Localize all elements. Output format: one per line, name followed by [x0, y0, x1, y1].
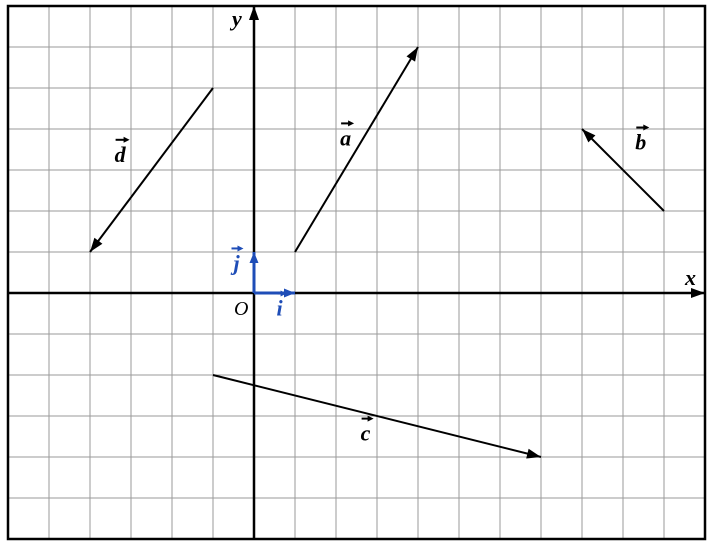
y-axis-label: y — [229, 6, 242, 31]
unit-label-j: j — [231, 245, 244, 275]
svg-text:d: d — [115, 142, 127, 167]
vector-a — [295, 47, 418, 252]
origin-label: O — [234, 298, 248, 320]
svg-text:c: c — [361, 421, 371, 446]
svg-text:i: i — [277, 296, 284, 321]
coordinate-grid-svg: x y Oi j a b c d — [0, 0, 713, 546]
x-axis-label: x — [684, 265, 696, 290]
svg-text:j: j — [231, 250, 241, 275]
svg-text:a: a — [340, 125, 351, 150]
vector-label-c: c — [361, 416, 374, 446]
vector-label-a: a — [340, 120, 354, 150]
svg-text:b: b — [635, 130, 646, 155]
vector-diagram: x y Oi j a b c d — [0, 0, 713, 546]
vector-label-d: d — [115, 137, 130, 167]
